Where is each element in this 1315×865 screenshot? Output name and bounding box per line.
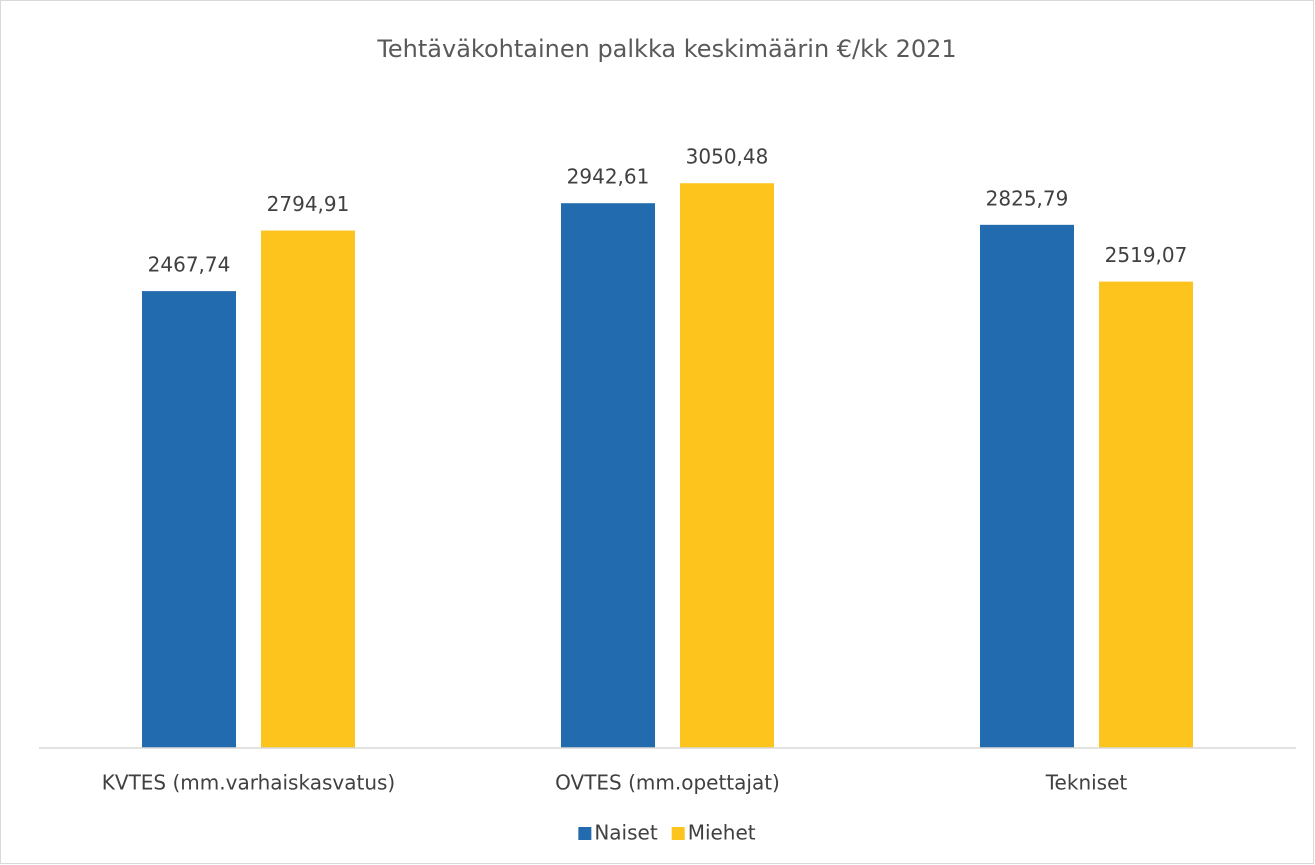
x-tick-label: OVTES (mm.opettajat) — [555, 771, 780, 795]
bar — [142, 291, 236, 748]
bar — [261, 230, 355, 749]
legend-label: Naiset — [594, 821, 657, 845]
x-tick-label: Tekniset — [1045, 771, 1128, 795]
value-label: 2794,91 — [267, 192, 350, 216]
bar — [561, 203, 655, 748]
chart-title: Tehtäväkohtainen palkka keskimäärin €/kk… — [376, 35, 956, 63]
value-label: 2467,74 — [148, 253, 231, 277]
bar — [680, 183, 774, 749]
legend-swatch — [671, 827, 685, 840]
value-label: 2825,79 — [986, 186, 1069, 210]
bar — [1099, 281, 1193, 748]
value-label: 2942,61 — [567, 165, 650, 189]
x-tick-label: KVTES (mm.varhaiskasvatus) — [102, 771, 395, 795]
value-label: 3050,48 — [686, 145, 769, 169]
bar — [980, 224, 1074, 748]
value-label: 2519,07 — [1105, 243, 1188, 267]
legend-swatch — [578, 827, 592, 840]
legend-label: Miehet — [688, 821, 756, 845]
